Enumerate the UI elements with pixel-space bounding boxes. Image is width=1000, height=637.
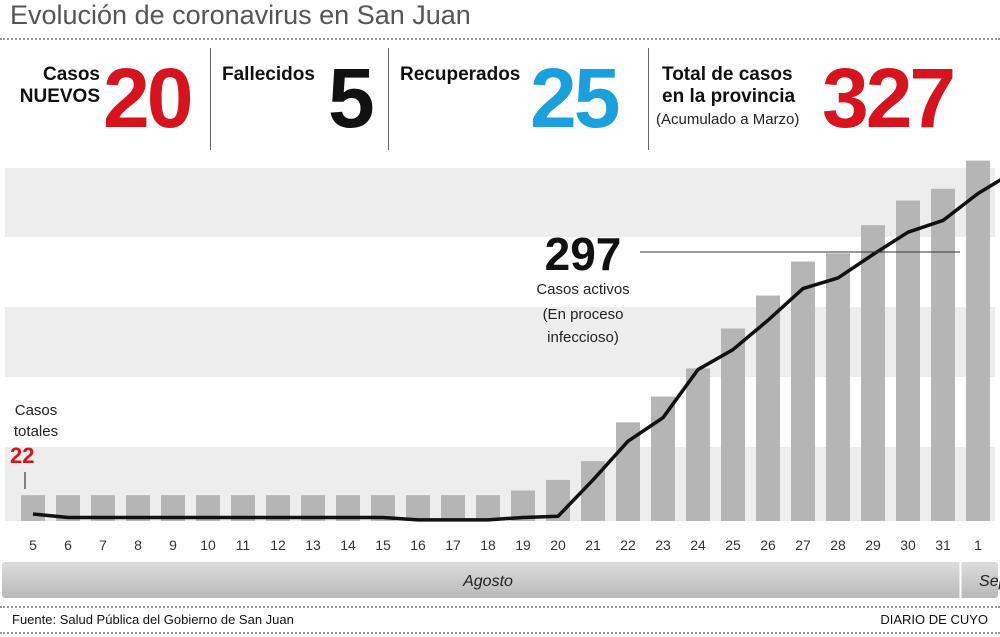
separator bbox=[0, 632, 1000, 634]
x-tick-label: 14 bbox=[340, 537, 356, 553]
stat-value: 5 bbox=[328, 51, 375, 145]
stat-value: 327 bbox=[822, 51, 956, 145]
x-tick-label: 9 bbox=[169, 537, 177, 553]
x-tick-label: 31 bbox=[935, 537, 951, 553]
annotation: (En proceso infeccioso) bbox=[542, 306, 624, 346]
x-tick-label: 20 bbox=[550, 537, 566, 553]
x-tick-label: 19 bbox=[515, 537, 531, 553]
separator bbox=[0, 606, 1000, 608]
x-tick-label: 27 bbox=[795, 537, 811, 553]
stat-label: Total de casos en la provincia bbox=[662, 64, 796, 107]
x-tick-label: 6 bbox=[64, 537, 72, 553]
month-label: Sep. bbox=[979, 573, 1000, 590]
x-tick-label: 10 bbox=[200, 537, 216, 553]
x-tick-label: 8 bbox=[134, 537, 142, 553]
divider bbox=[388, 48, 389, 150]
data-label: 297 bbox=[545, 228, 622, 280]
x-tick-label: 21 bbox=[585, 537, 601, 553]
x-tick-label: 16 bbox=[410, 537, 426, 553]
x-tick-label: 26 bbox=[760, 537, 776, 553]
x-tick-label: 5 bbox=[29, 537, 37, 553]
bar bbox=[476, 495, 500, 521]
x-tick-label: 17 bbox=[445, 537, 461, 553]
x-tick-label: 13 bbox=[305, 537, 321, 553]
x-tick-label: 24 bbox=[690, 537, 706, 553]
bar bbox=[21, 495, 45, 521]
bar bbox=[441, 495, 465, 521]
title: Evolución de coronavirus en San Juan bbox=[10, 0, 471, 30]
bar bbox=[896, 200, 920, 522]
stat-note: (Acumulado a Marzo) bbox=[656, 111, 800, 128]
stat-value: 25 bbox=[530, 51, 620, 145]
stat-label: Casos NUEVOS bbox=[19, 64, 100, 107]
stat-label: Recuperados bbox=[400, 64, 521, 85]
x-tick-label: 18 bbox=[480, 537, 496, 553]
x-tick-label: 30 bbox=[900, 537, 916, 553]
x-tick-label: 1 bbox=[974, 537, 982, 553]
annotation: Casos activos bbox=[536, 281, 630, 298]
x-tick-label: 23 bbox=[655, 537, 671, 553]
divider bbox=[210, 48, 211, 150]
x-tick-label: 28 bbox=[830, 537, 846, 553]
month-band bbox=[2, 562, 998, 598]
x-tick-label: 11 bbox=[236, 537, 251, 553]
bar bbox=[756, 295, 780, 521]
bar bbox=[931, 188, 955, 521]
bar bbox=[826, 253, 850, 521]
bar bbox=[686, 368, 710, 521]
bar bbox=[861, 225, 885, 522]
divider bbox=[648, 48, 649, 150]
stat-label: Fallecidos bbox=[222, 64, 315, 85]
bar bbox=[616, 422, 640, 521]
x-tick-label: 29 bbox=[865, 537, 881, 553]
separator bbox=[0, 38, 1000, 40]
x-tick-label: 12 bbox=[270, 537, 286, 553]
x-tick-label: 7 bbox=[99, 537, 107, 553]
x-tick-label: 22 bbox=[620, 537, 636, 553]
bar bbox=[791, 261, 815, 521]
x-tick-label: 15 bbox=[375, 537, 391, 553]
data-label: 22 bbox=[10, 443, 34, 468]
bar bbox=[721, 328, 745, 521]
x-tick-label: 25 bbox=[725, 537, 741, 553]
bar bbox=[406, 495, 430, 521]
stripe bbox=[5, 168, 995, 237]
brand: DIARIO DE CUYO bbox=[880, 612, 988, 627]
annotation: Casos totales bbox=[13, 402, 59, 440]
stat-value: 20 bbox=[103, 51, 193, 145]
month-label: Agosto bbox=[462, 573, 513, 590]
source: Fuente: Salud Pública del Gobierno de Sa… bbox=[12, 612, 294, 627]
line bbox=[32, 178, 1000, 522]
bar bbox=[966, 160, 990, 521]
